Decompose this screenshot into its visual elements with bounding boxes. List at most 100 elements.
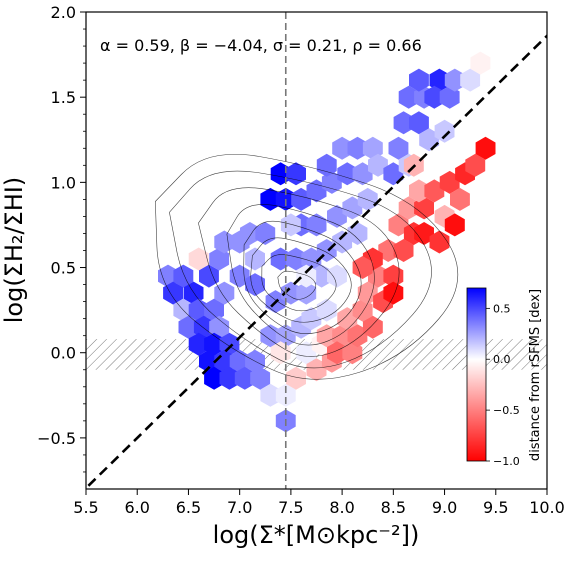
hexbin-cell [219, 366, 240, 390]
hexbin-cell [409, 179, 429, 203]
density-contours [154, 154, 459, 380]
hexbin-cell [178, 315, 199, 339]
x-tick-label: 10.0 [529, 498, 565, 517]
density-contour [154, 154, 459, 380]
hexbin-cell [301, 307, 322, 331]
hexbin-cell [286, 366, 306, 390]
colorbar-label: distance from rSFMS [dex] [528, 289, 543, 461]
hexbin-cell [291, 187, 312, 211]
x-axis: 5.5 6.0 6.5 7.0 7.5 8.0 8.5 9.0 9.5 10.0 [73, 489, 565, 517]
hexbin-cell [347, 136, 368, 160]
density-contour [243, 220, 362, 334]
hexbin-cell [357, 187, 378, 211]
hexbin-cell [173, 264, 194, 288]
hexbin-cell [275, 383, 296, 407]
hexbin-cell [429, 230, 450, 254]
hexbin-cell [327, 341, 347, 365]
hexbin-cell [327, 264, 347, 288]
hexbin-cell [409, 111, 429, 135]
hexbin-cell [280, 213, 301, 237]
x-tick-label: 6.0 [124, 498, 149, 517]
hexbin-cell [306, 358, 327, 382]
y-tick-label: 0.0 [51, 344, 76, 363]
hexbin-cell [475, 136, 496, 160]
x-tick-label: 6.5 [176, 498, 201, 517]
y-axis: −0.5 0.0 0.5 1.0 1.5 2.0 [37, 3, 86, 473]
hexbin-cell [342, 196, 363, 220]
hexbin-cell [260, 383, 281, 407]
hexbin-cell [424, 179, 445, 203]
x-tick-label: 9.5 [483, 498, 508, 517]
hexbin-cell [188, 332, 209, 356]
hexbin-cell [214, 230, 235, 254]
hexbin-cell [270, 247, 291, 271]
hexbin-cell [347, 324, 368, 348]
density-contour [250, 237, 352, 323]
y-axis-label: log(ΣH₂/ΣHI) [0, 177, 28, 324]
hexbin-cell [444, 68, 465, 92]
hexbin-cell [424, 85, 445, 109]
fit-annotation: α = 0.59, β = −4.04, σ = 0.21, ρ = 0.66 [100, 36, 422, 55]
hexbin-cell [368, 153, 388, 177]
colorbar-tick-label: −1.0 [493, 455, 520, 468]
hexbin-cell [188, 247, 209, 271]
y-tick-label: −0.5 [37, 429, 76, 448]
hexbin-cell [357, 281, 378, 305]
x-tick-label: 8.0 [329, 498, 354, 517]
hexbin-cell [388, 136, 409, 160]
hexbin-cell [439, 170, 460, 194]
x-tick-label: 9.0 [432, 498, 457, 517]
hexbin-cell [362, 315, 383, 339]
density-contour [226, 204, 375, 346]
y-tick-label: 2.0 [51, 3, 76, 22]
hexbin-cell [234, 366, 255, 390]
hexbin-cell [240, 222, 260, 245]
colorbar-gradient [466, 287, 487, 462]
hexbin-cell [383, 162, 404, 186]
hexbin-cell [337, 162, 358, 186]
hexbin-cell [296, 341, 317, 365]
hexbin-cell [388, 213, 409, 237]
hexbin-cell [434, 119, 455, 143]
y-tick-label: 1.5 [51, 88, 76, 107]
hexbin-cell [245, 247, 265, 271]
hexbin-cell [393, 239, 414, 262]
density-contour [198, 187, 400, 357]
x-axis-label: log(Σ*[M⊙kpc⁻²]) [213, 521, 420, 549]
density-contour [169, 170, 432, 369]
y-tick-label: 0.5 [51, 259, 76, 278]
hexbin-cell [383, 281, 404, 305]
hexbin-cell [444, 213, 465, 237]
hexbin-cell [378, 239, 399, 262]
hexbin-cell [260, 187, 281, 211]
hexbin-cell [332, 136, 353, 160]
hexbin-cell [460, 68, 481, 92]
hexbin-cell [393, 111, 414, 135]
hexbin-cell [286, 162, 306, 186]
colorbar-tick-label: −0.5 [493, 404, 520, 417]
x-tick-label: 7.5 [278, 498, 303, 517]
hexbin-cell [214, 281, 235, 305]
hexbin-layer [158, 51, 496, 433]
hexbin-cell [414, 222, 434, 245]
hexbin-cell [409, 68, 429, 92]
x-tick-label: 7.0 [227, 498, 252, 517]
hexbin-cell [316, 153, 337, 177]
hexbin-cell [245, 273, 265, 297]
hexbin-cell [352, 162, 373, 186]
hexbin-cell [332, 230, 353, 254]
x-tick-label: 8.5 [381, 498, 406, 517]
fit-line [86, 34, 547, 489]
colorbar-tick-label: 0.5 [493, 302, 511, 315]
x-tick-label: 5.5 [73, 498, 98, 517]
hexbin-cell [286, 247, 306, 271]
hexbin-cell [306, 179, 327, 203]
hexbin-cell [398, 196, 419, 220]
colorbar-tick-label: 0.0 [493, 353, 511, 366]
hexbin-cell [398, 85, 419, 109]
hexbin-cell [352, 256, 373, 279]
hexbin-cell [450, 187, 470, 211]
density-contour [261, 254, 337, 312]
hexbin-cell [470, 51, 491, 75]
